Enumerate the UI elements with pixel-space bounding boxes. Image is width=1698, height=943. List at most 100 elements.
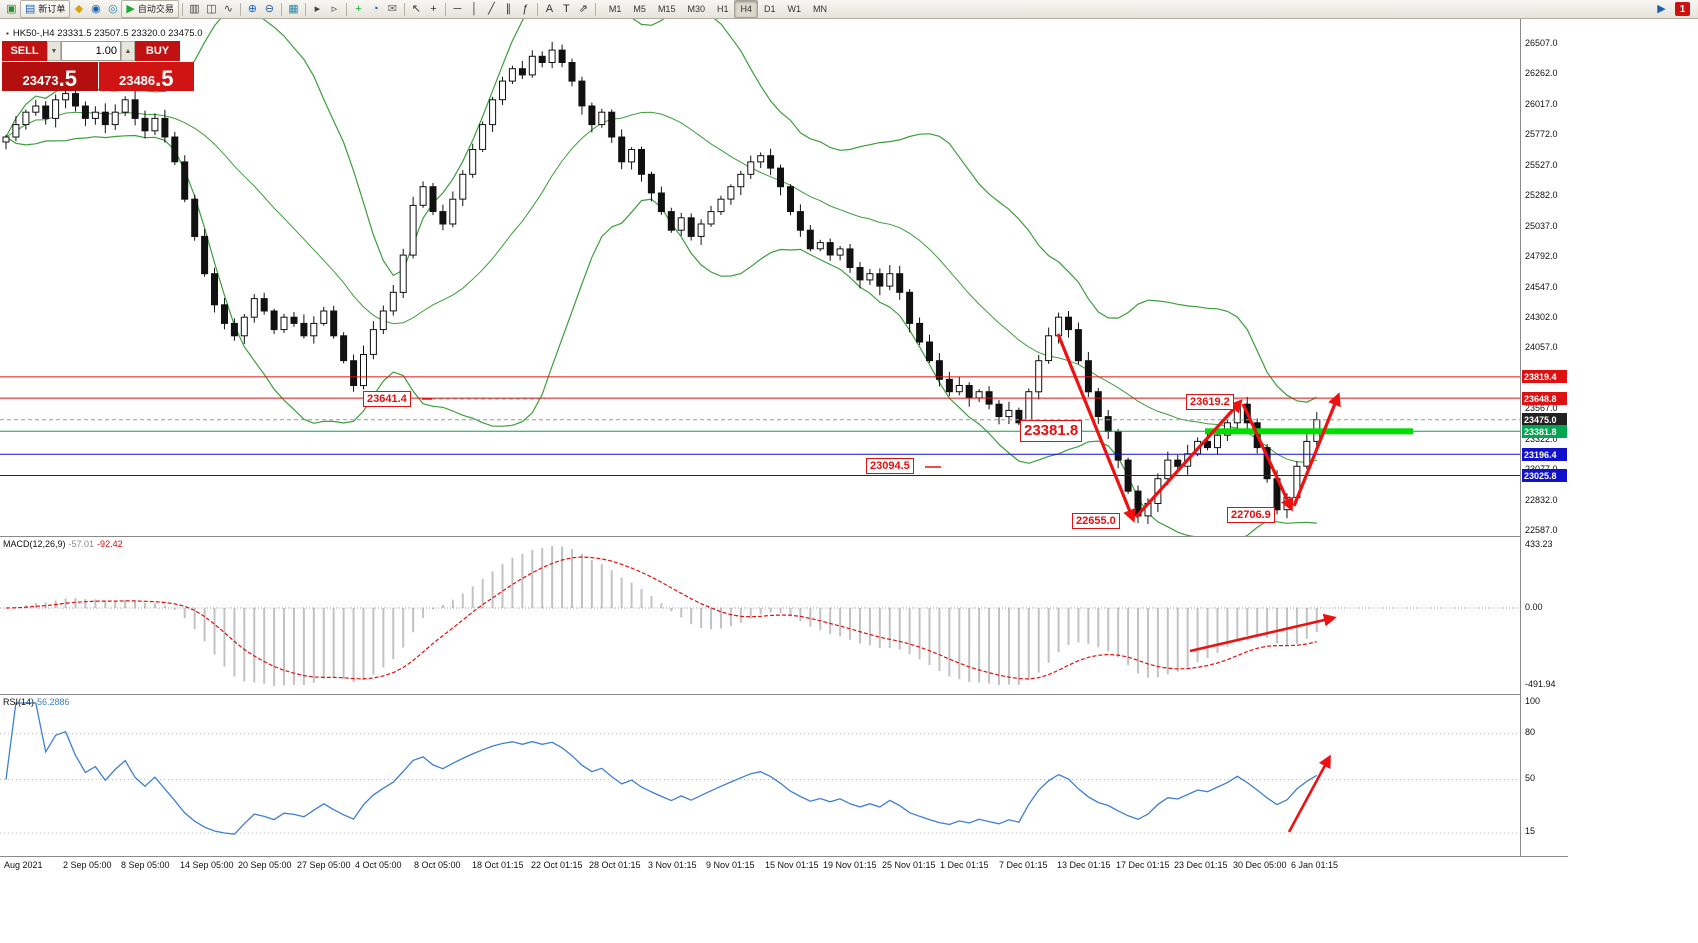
rsi-name: RSI(14) [3, 697, 35, 707]
timeframe-m5[interactable]: M5 [633, 4, 646, 14]
time-axis-label: 13 Dec 01:15 [1057, 860, 1111, 870]
timeframe-m30[interactable]: M30 [687, 4, 705, 14]
toolbar-separator [403, 2, 405, 16]
template-icon[interactable]: ✉ [384, 1, 401, 17]
price-level-tag: 23648.8 [1522, 392, 1567, 405]
price-level-tag: 23819.4 [1522, 370, 1567, 383]
tile-windows-icon[interactable]: ▦ [285, 1, 302, 17]
crosshair-icon[interactable]: + [425, 1, 442, 17]
buy-button[interactable]: BUY [135, 41, 180, 61]
add-indicator-icon[interactable]: + [350, 1, 367, 17]
fibonacci-icon[interactable]: ƒ [517, 1, 534, 17]
rsi-scale: 100 80 50 15 [1522, 694, 1568, 856]
rsi-panel[interactable]: RSI(14) 56.2886 [0, 694, 1520, 857]
sound-icon[interactable]: ◎ [104, 1, 121, 17]
zoom-out-icon[interactable]: ⊖ [261, 1, 278, 17]
line-chart-icon[interactable]: ∿ [220, 1, 237, 17]
add-indicator-icon-glyph-icon: + [355, 2, 362, 15]
trendline-icon[interactable]: ╱ [483, 1, 500, 17]
lot-decrement-dropdown[interactable]: ▼ [47, 41, 61, 61]
vline-icon-glyph-icon: │ [470, 2, 478, 15]
timeframe-h4[interactable]: H4 [734, 0, 758, 18]
sell-price-pips: .5 [58, 66, 77, 91]
zoom-in-icon-glyph-icon: ⊕ [247, 2, 258, 15]
macd-signal-value: -92.42 [97, 539, 123, 549]
time-axis-label: 14 Sep 05:00 [180, 860, 234, 870]
candlestick-chart[interactable] [0, 19, 1520, 536]
price-annotation-label[interactable]: 23641.4 [363, 391, 411, 408]
symbol-ohlc-readout: ▪ HK50-,H4 23331.5 23507.5 23320.0 23475… [6, 28, 202, 39]
time-axis-label: 15 Nov 01:15 [765, 860, 819, 870]
autotrade-glyph-icon: ▶ [126, 2, 135, 15]
sell-button[interactable]: SELL [2, 41, 47, 61]
macd-trend-arrow[interactable] [1189, 613, 1337, 653]
timeframe-m1[interactable]: M1 [608, 4, 622, 14]
chart-window-icon[interactable]: ▣ [3, 1, 20, 17]
time-axis-label: 6 Jan 01:15 [1291, 860, 1339, 870]
timeframe-m15[interactable]: M15 [657, 4, 676, 14]
zoom-in-icon[interactable]: ⊕ [244, 1, 261, 17]
macd-chart [0, 546, 1520, 686]
trend-arrows[interactable] [1056, 333, 1341, 523]
sell-price-button[interactable]: 23473.5 [2, 62, 98, 91]
buy-price-button[interactable]: 23486.5 [98, 62, 194, 91]
rsi-trend-arrow[interactable] [1287, 754, 1331, 833]
quick-trade-icon[interactable]: ▶ [1657, 2, 1666, 15]
market-watch-icon-glyph-icon: ◉ [91, 2, 101, 15]
price-level-tag: 23381.8 [1522, 425, 1567, 438]
price-scale-tick: 22587.0 [1525, 525, 1558, 535]
text-icon-glyph-icon: A [545, 2, 554, 15]
time-axis-label: 25 Nov 01:15 [882, 860, 936, 870]
one-click-trading-panel: SELL ▼ ▲ BUY 23473.5 23486.5 [2, 41, 194, 91]
rsi-scale-tick: 100 [1525, 696, 1541, 706]
price-annotation-label[interactable]: 23094.5 [866, 458, 914, 475]
new-order-button[interactable]: ▤ 新订单 [20, 0, 71, 18]
rsi-scale-tick: 80 [1525, 727, 1536, 737]
macd-scale-tick: 0.00 [1525, 602, 1543, 612]
time-axis-label: 23 Dec 01:15 [1174, 860, 1228, 870]
trendline-icon-glyph-icon: ╱ [488, 2, 495, 15]
notifications-badge[interactable]: 1 [1675, 2, 1690, 16]
price-scale-tick: 25772.0 [1525, 129, 1558, 139]
timeframe-d1[interactable]: D1 [764, 4, 776, 14]
candlestick-chart-icon[interactable]: ◫ [203, 1, 220, 17]
price-scale-tick: 25527.0 [1525, 160, 1558, 170]
auto-scroll-icon[interactable]: ▸ [309, 1, 326, 17]
macd-panel[interactable]: MACD(12,26,9) -57.01 -92.42 [0, 536, 1520, 695]
chart-shift-icon[interactable]: ▹ [326, 1, 343, 17]
price-scale[interactable]: 26507.0 26262.0 26017.0 25772.0 25527.0 25282… [1522, 19, 1568, 536]
arrows-icon[interactable]: ⇗ [575, 1, 592, 17]
price-annotation-label[interactable]: 22655.0 [1072, 513, 1120, 530]
alerts-icon[interactable]: ◆ [70, 1, 87, 17]
time-axis-label: 8 Sep 05:00 [121, 860, 170, 870]
timeframe-w1[interactable]: W1 [787, 4, 802, 14]
chart-window-icon-glyph-icon: ▣ [6, 2, 17, 15]
price-scale-tick: 26262.0 [1525, 68, 1558, 78]
scale-separator-line [1520, 19, 1521, 872]
timeframe-buttons: M1 M5 M15 M30 H1 H4 D1 W1 MN [603, 0, 833, 18]
price-annotation-label[interactable]: 22706.9 [1227, 507, 1275, 524]
channel-icon[interactable]: ∥ [500, 1, 517, 17]
autotrade-button[interactable]: ▶ 自动交易 [121, 0, 179, 18]
price-chart-panel[interactable]: ▪ HK50-,H4 23331.5 23507.5 23320.0 23475… [0, 19, 1520, 536]
text-label-icon[interactable]: T [558, 1, 575, 17]
vline-icon[interactable]: │ [466, 1, 483, 17]
text-icon[interactable]: A [541, 1, 558, 17]
time-axis-label: Aug 2021 [4, 860, 43, 870]
timeframe-mn[interactable]: MN [813, 4, 828, 14]
price-annotation-label[interactable]: 23381.8 [1020, 420, 1083, 442]
market-watch-icon[interactable]: ◉ [87, 1, 104, 17]
lot-increment-spinner[interactable]: ▲ [121, 41, 135, 61]
price-annotation-label[interactable]: 23619.2 [1186, 394, 1234, 411]
price-scale-tick: 24057.0 [1525, 342, 1558, 352]
line-chart-icon-glyph-icon: ∿ [223, 2, 234, 15]
time-axis[interactable]: Aug 2021 2 Sep 05:00 8 Sep 05:00 14 Sep 05:… [0, 856, 1568, 874]
bar-chart-icon[interactable]: ▥ [186, 1, 203, 17]
price-scale-tick: 23322.0 [1525, 434, 1558, 444]
period-icon[interactable]: ◔ [367, 1, 384, 17]
hline-icon[interactable]: ─ [449, 1, 466, 17]
green-support-zone-bar[interactable] [1205, 428, 1413, 435]
cursor-icon[interactable]: ↖ [408, 1, 425, 17]
timeframe-h1[interactable]: H1 [716, 4, 729, 14]
lot-size-input[interactable] [61, 41, 121, 61]
